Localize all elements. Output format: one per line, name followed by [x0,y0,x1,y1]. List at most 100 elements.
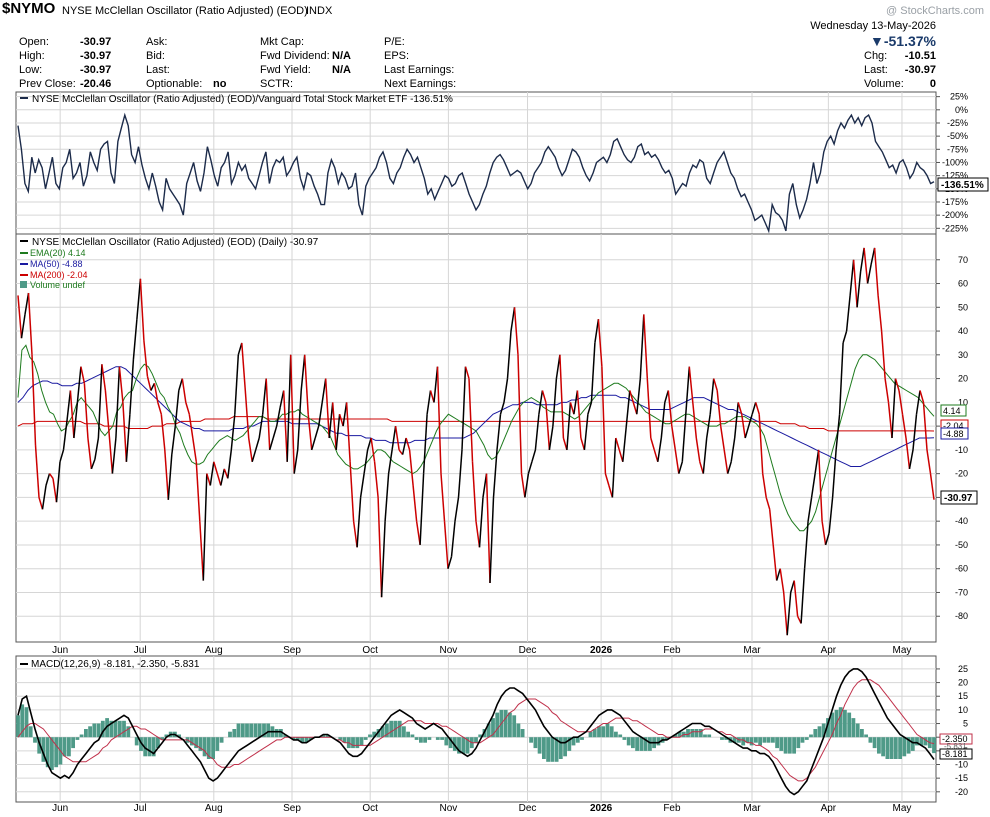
oscillator-segment [254,437,260,451]
macd-last-box [939,748,973,760]
date-axis-main: Jun Jul Aug Sep Oct Nov Dec 2026 Feb Mar Apr May [52,645,911,656]
y-tick-label: -100% [942,157,968,167]
histogram-bar [703,734,707,738]
oscillator-series-line [17,247,935,636]
histogram-bar [143,737,148,757]
y-tick-label: -80 [955,611,968,621]
oscillator-segment [545,402,551,450]
oscillator-segment [38,497,44,510]
histogram-bar [126,726,131,738]
histogram-bar [804,737,809,740]
oscillator-segment [866,264,872,284]
histogram-bar [257,723,262,738]
watermark-logo: @ StockCharts.com [886,5,984,17]
fwd-dividend-label: Fwd Dividend: [260,50,330,62]
volume-value: 0 [929,78,936,90]
oscillator-segment [387,449,393,474]
oscillator-segment [632,402,638,415]
oscillator-segment [468,378,474,462]
oscillator-panel [15,233,937,643]
histogram-bar [368,734,372,738]
y-tick-label: -175% [942,197,968,207]
oscillator-segment [101,364,107,391]
oscillator-segment [765,497,771,510]
histogram-bar [486,723,491,738]
oscillator-segment [636,378,642,415]
histogram-bar [872,737,877,749]
oscillator-segment [268,437,274,451]
oscillator-segment [730,437,736,462]
histogram-bar [529,737,533,743]
histogram-bar [147,737,152,757]
oscillator-segment [761,473,767,498]
histogram-bar [597,726,601,738]
oscillator-segment [517,354,523,474]
oscillator-segment [293,449,299,474]
oscillator-segment [146,376,152,391]
oscillator-segment [625,390,631,427]
oscillator-segment [317,402,323,427]
oscillator-segment [195,461,201,522]
oscillator-segment [758,414,764,474]
y-tick-label: 20 [958,678,968,688]
histogram-bar [698,729,703,738]
histogram-bar [236,723,241,738]
histogram-bar [274,729,279,738]
sctr-label: SCTR: [260,78,293,90]
y-tick-label: 20 [958,374,968,384]
histogram-bar [622,737,627,740]
oscillator-segment [342,402,348,427]
oscillator-segment [835,414,841,450]
oscillator-segment [744,425,750,439]
oscillator-segment [122,402,128,462]
oscillator-segment [62,421,68,450]
oscillator-segment [566,402,572,450]
oscillator-segment [831,449,837,498]
macd-last-label: -8.181 [942,749,968,759]
oscillator-segment [94,437,100,460]
oscillator-title: NYSE McClellan Oscillator (Ratio Adjuste… [32,237,319,248]
oscillator-segment [321,378,327,403]
oscillator-segment [667,390,673,427]
histogram-bar [889,737,894,759]
oscillator-segment [216,473,222,486]
histogram-bar [826,718,830,738]
histogram-bar [419,737,423,743]
oscillator-segment [202,473,208,581]
histogram-bar [457,737,461,754]
oscillator-segment [629,390,635,403]
oscillator-segment [356,497,362,548]
oscillator-segment [873,247,879,296]
histogram-bar [249,723,254,738]
histogram-bar [618,734,623,738]
y-tick-label: 70 [958,255,968,265]
oscillator-segment [786,592,792,636]
ma50-legend-label: MA(50) -4.88 [30,259,83,269]
x-tick-label: Jun [52,803,68,814]
oscillator-segment [664,390,670,403]
oscillator-segment [569,402,575,415]
ratio-last-label: -136.51% [941,180,984,191]
histogram-bar [864,734,868,738]
oscillator-segment [391,425,397,451]
y-tick-label: -20 [955,469,968,479]
histogram-bar [686,729,690,738]
histogram-bar [338,737,343,740]
histogram-bar [766,737,771,743]
histogram-bar [571,737,576,746]
histogram-bar [228,731,232,738]
histogram-bar [648,737,652,751]
oscillator-segment [733,402,739,439]
exchange-label: INDX [306,5,333,17]
x-tick-label: Mar [743,803,761,814]
oscillator-segment [908,449,914,470]
histogram-bar [664,737,669,740]
ticker-symbol: $NYMO [2,0,56,17]
histogram-bar [783,737,788,754]
oscillator-segment [485,473,491,584]
oscillator-segment [639,314,645,379]
oscillator-segment [167,454,173,500]
oscillator-segment [247,437,253,462]
